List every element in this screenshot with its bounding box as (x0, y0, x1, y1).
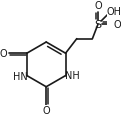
Text: O: O (113, 20, 121, 30)
Text: NH: NH (65, 70, 80, 80)
Text: S: S (95, 20, 102, 30)
Text: O: O (94, 1, 102, 11)
Text: O: O (0, 49, 8, 59)
Text: OH: OH (107, 7, 121, 17)
Text: HN: HN (13, 72, 27, 82)
Text: O: O (42, 105, 50, 115)
